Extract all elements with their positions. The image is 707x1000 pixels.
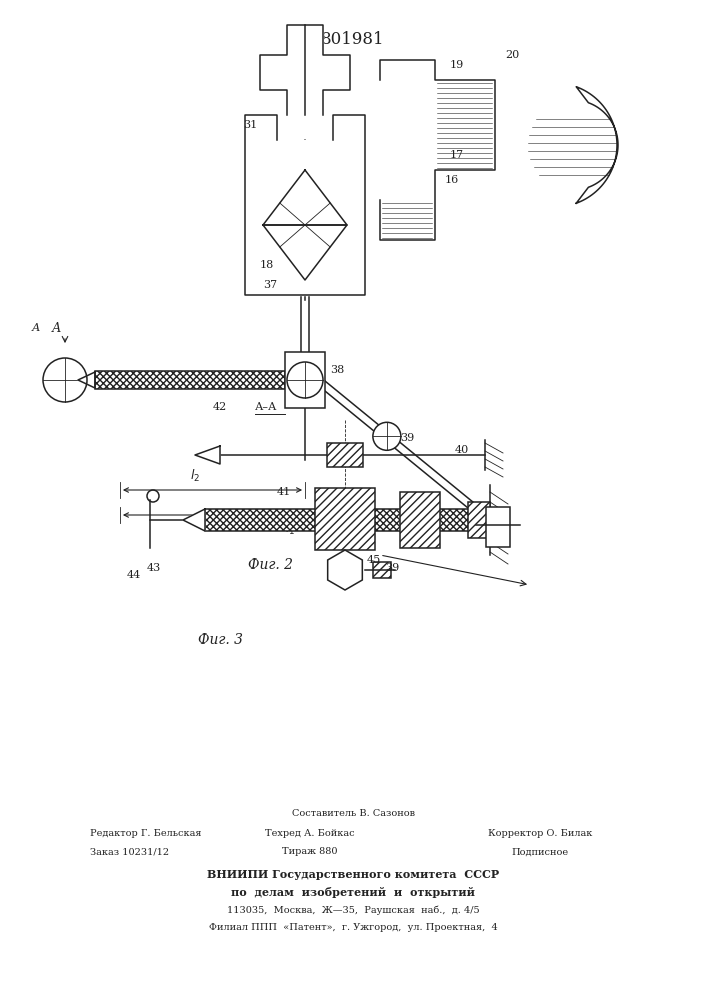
Polygon shape — [260, 25, 350, 115]
Bar — [295, 368, 315, 390]
Polygon shape — [576, 87, 618, 203]
Text: 20: 20 — [505, 50, 519, 60]
Text: 37: 37 — [263, 280, 277, 290]
Text: 39: 39 — [400, 433, 414, 443]
Text: $l_2$: $l_2$ — [190, 468, 200, 484]
Text: Редактор Г. Бельская: Редактор Г. Бельская — [90, 830, 201, 838]
Bar — [468, 502, 490, 538]
Bar — [285, 352, 325, 408]
Text: 43: 43 — [147, 563, 161, 573]
Text: Заказ 10231/12: Заказ 10231/12 — [90, 848, 169, 856]
Polygon shape — [327, 550, 362, 590]
Bar — [315, 488, 375, 550]
Text: 42: 42 — [213, 402, 227, 412]
Text: Тираж 880: Тираж 880 — [282, 848, 338, 856]
Text: 41: 41 — [277, 487, 291, 497]
Text: 801981: 801981 — [321, 31, 385, 48]
Text: А: А — [52, 322, 62, 334]
Text: А–А: А–А — [255, 402, 277, 412]
Text: 40: 40 — [455, 445, 469, 455]
Text: 39: 39 — [385, 563, 399, 573]
Polygon shape — [380, 60, 495, 240]
Text: 113035,  Москва,  Ж—35,  Раушская  наб.,  д. 4/5: 113035, Москва, Ж—35, Раушская наб., д. … — [227, 905, 479, 915]
Text: Техред А. Бойкас: Техред А. Бойкас — [265, 830, 355, 838]
Bar — [205, 509, 480, 531]
Bar — [400, 492, 440, 548]
Text: А: А — [32, 323, 40, 333]
Text: ВНИИПИ Государственного комитета  СССР: ВНИИПИ Государственного комитета СССР — [207, 868, 499, 880]
Text: Фиг. 2: Фиг. 2 — [247, 558, 293, 572]
Text: Фиг. 3: Фиг. 3 — [197, 633, 243, 647]
Text: 18: 18 — [260, 260, 274, 270]
Text: 19: 19 — [450, 60, 464, 70]
Polygon shape — [78, 372, 95, 388]
Text: Подписное: Подписное — [511, 848, 568, 856]
Text: 45: 45 — [367, 555, 381, 565]
Polygon shape — [263, 170, 347, 225]
Text: 44: 44 — [127, 570, 141, 580]
Text: Филиал ППП  «Патент»,  г. Ужгород,  ул. Проектная,  4: Филиал ППП «Патент», г. Ужгород, ул. Про… — [209, 924, 498, 932]
Text: Составитель В. Сазонов: Составитель В. Сазонов — [291, 810, 414, 818]
Polygon shape — [245, 115, 365, 295]
Bar — [486, 507, 510, 547]
Polygon shape — [183, 509, 205, 531]
Text: Корректор О. Билак: Корректор О. Билак — [488, 830, 592, 838]
Polygon shape — [263, 225, 347, 280]
Bar — [373, 562, 391, 578]
Bar — [327, 443, 363, 467]
Circle shape — [373, 422, 401, 450]
Text: 31: 31 — [243, 120, 257, 130]
Text: $l_1$: $l_1$ — [285, 521, 295, 537]
Polygon shape — [195, 446, 220, 464]
Text: по  делам  изобретений  и  открытий: по делам изобретений и открытий — [231, 886, 475, 898]
Text: 38: 38 — [330, 365, 344, 375]
Circle shape — [287, 362, 323, 398]
Text: 17: 17 — [450, 150, 464, 160]
Bar — [95, 371, 285, 389]
Text: 16: 16 — [445, 175, 460, 185]
